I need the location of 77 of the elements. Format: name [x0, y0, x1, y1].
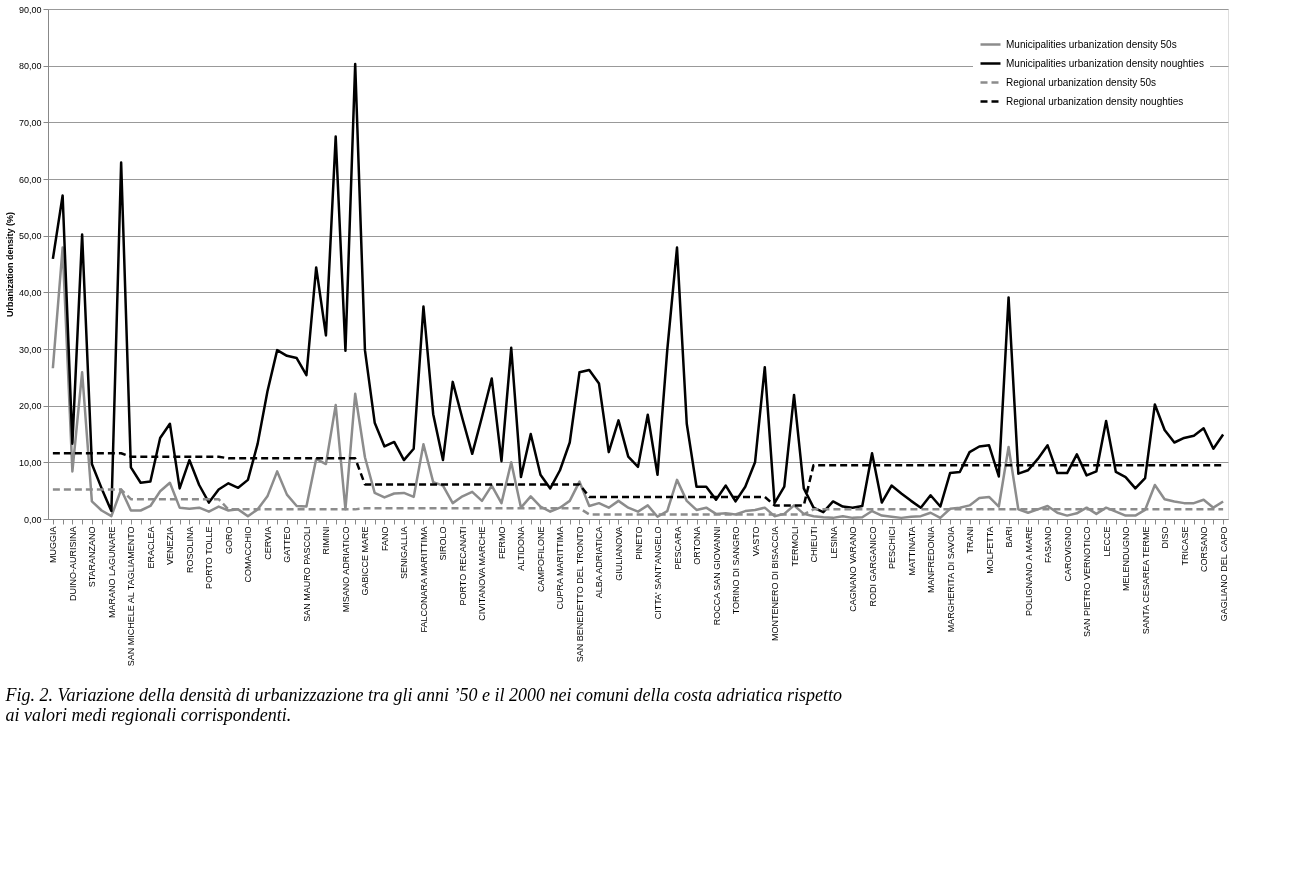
- x-tick-label: GIULIANOVA: [614, 526, 624, 581]
- x-tick-label: CAGNANO VARANO: [848, 526, 859, 612]
- x-tick-label: TERMOLI: [789, 526, 800, 567]
- x-tick-label: MONTENERO DI BISACCIA: [770, 526, 781, 642]
- x-tick-label: POLIGNANO A MARE: [1023, 526, 1034, 617]
- legend-label: Municipalities urbanization density 50s: [1006, 38, 1177, 50]
- x-tick-label: GAGLIANO DEL CAPO: [1218, 526, 1229, 622]
- x-tick-label: CITTA' SANT'ANGELO: [653, 526, 663, 620]
- x-tick-label: MARGHERITA DI SAVOIA: [945, 526, 956, 633]
- x-tick-label: FALCONARA MARITTIMA: [418, 526, 429, 633]
- x-tick-label: LECCE: [1101, 526, 1112, 557]
- x-tick-label: MATTINATA: [906, 526, 917, 576]
- x-tick-label: RODI GARGANICO: [867, 526, 878, 607]
- x-tick-label: MELENDUGNO: [1121, 526, 1132, 592]
- legend-label: Regional urbanization density noughties: [1006, 95, 1184, 107]
- x-tick-label: MUGGIA: [48, 526, 59, 564]
- x-tick-label: TRANI: [965, 526, 976, 554]
- x-tick-label: ROSOLINA: [184, 526, 195, 574]
- x-tick-label: CAMPOFILONE: [535, 526, 546, 593]
- y-tick-label: 40,00: [18, 287, 42, 298]
- legend-label: Municipalities urbanization density noughties: [1006, 57, 1204, 69]
- x-tick-label: CUPRA MARITTIMA: [555, 526, 566, 610]
- x-tick-label: ERACLEA: [145, 526, 156, 569]
- x-tick-label: SAN MICHELE AL TAGLIAMENTO: [126, 526, 137, 667]
- caption: Fig. 2. Variazione della densità di urbanizzazione tra gli anni ’50 e il 2000 nei comuni della costa adriatica rispetto ai valori medi regionali corrispondenti.: [4, 684, 842, 725]
- x-tick-label: VENEZIA: [165, 526, 176, 566]
- x-tick-label: CHIEUTI: [809, 526, 820, 563]
- x-tick-label: SIROLO: [438, 526, 449, 561]
- x-tick-label: GORO: [223, 526, 234, 555]
- x-tick-label: STARANZANO: [87, 526, 98, 588]
- x-tick-label: PORTO TOLLE: [204, 526, 215, 589]
- x-tick-label: TRICASE: [1179, 526, 1190, 566]
- y-tick-label: 10,00: [18, 457, 42, 468]
- x-tick-label: GABICCE MARE: [360, 526, 371, 596]
- x-tick-label: PESCHICI: [887, 526, 898, 570]
- y-tick-label: 90,00: [18, 4, 42, 15]
- x-tick-label: TORINO DI SANGRO: [731, 526, 742, 615]
- y-axis-title: Urbanization density (%): [4, 211, 15, 318]
- x-tick-label: CAROVIGNO: [1062, 526, 1073, 582]
- x-tick-label: VASTO: [750, 526, 761, 557]
- x-tick-label: SAN BENEDETTO DEL TRONTO: [574, 526, 585, 663]
- x-tick-label: CERVIA: [262, 526, 273, 560]
- x-tick-label: ORTONA: [692, 526, 703, 565]
- x-tick-label: SAN MAURO PASCOLI: [301, 526, 312, 622]
- x-tick-label: BARI: [1004, 526, 1015, 548]
- x-tick-label: PORTO RECANATI: [457, 526, 468, 606]
- y-tick-label: 0,00: [23, 514, 42, 525]
- x-tick-label: MARANO LAGUNARE: [106, 526, 117, 619]
- x-tick-label: FANO: [379, 526, 390, 552]
- y-tick-label: 20,00: [18, 401, 42, 412]
- x-tick-label: ALBA ADRIATICA: [594, 526, 605, 599]
- x-tick-label: LESINA: [828, 526, 839, 559]
- x-tick-label: RIMINI: [321, 526, 332, 555]
- y-tick-label: 60,00: [18, 174, 42, 185]
- x-tick-label: MANFREDONIA: [926, 526, 937, 594]
- x-tick-label: PINETO: [633, 526, 644, 560]
- x-tick-label: CIVITANOVA MARCHE: [477, 526, 488, 621]
- x-tick-label: COMACCHIO: [243, 526, 254, 583]
- x-tick-label: ALTIDONA: [516, 526, 527, 571]
- x-tick-label: FASANO: [1043, 526, 1054, 564]
- x-tick-label: SANTA CESAREA TERME: [1140, 526, 1151, 635]
- y-tick-label: 30,00: [18, 344, 42, 355]
- x-tick-label: GATTEO: [282, 526, 293, 563]
- y-tick-label: 70,00: [18, 117, 42, 128]
- x-tick-label: PESCARA: [672, 526, 683, 570]
- x-tick-label: SENIGALLIA: [399, 526, 410, 580]
- x-tick-label: DUINO-AURISINA: [67, 526, 78, 602]
- x-tick-label: ROCCA SAN GIOVANNI: [711, 526, 722, 626]
- y-tick-label: 50,00: [18, 231, 42, 242]
- x-tick-label: MISANO ADRIATICO: [340, 526, 351, 613]
- legend-label: Regional urbanization density 50s: [1006, 76, 1157, 88]
- y-tick-label: 80,00: [18, 61, 42, 72]
- x-tick-label: FERMO: [496, 526, 507, 559]
- x-tick-label: DISO: [1160, 526, 1171, 549]
- x-tick-label: MOLFETTA: [984, 526, 995, 574]
- x-tick-label: CORSANO: [1199, 526, 1210, 573]
- x-tick-label: SAN PIETRO VERNOTICO: [1082, 526, 1093, 638]
